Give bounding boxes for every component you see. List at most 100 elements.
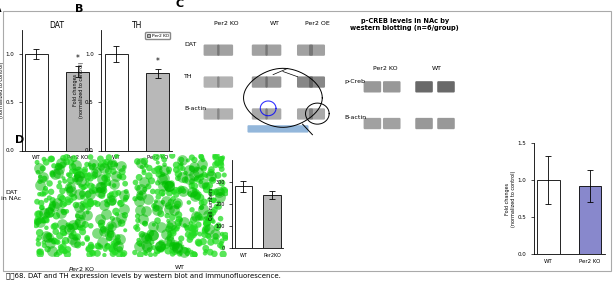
Point (188, 231, 197, 235)
Point (114, 174, 124, 178)
Point (50, 238, 60, 243)
Point (210, 231, 220, 236)
Point (220, 190, 230, 195)
Point (140, 250, 150, 255)
Point (77, 172, 87, 177)
Point (119, 165, 129, 169)
Point (155, 244, 165, 249)
Point (208, 198, 218, 203)
Point (51, 229, 61, 234)
Point (62, 155, 71, 160)
Point (69, 156, 79, 161)
Point (101, 199, 111, 203)
Point (161, 198, 171, 203)
Point (194, 192, 204, 197)
Point (107, 197, 117, 202)
Point (111, 174, 121, 179)
Point (157, 190, 167, 195)
Point (200, 251, 210, 256)
Point (134, 198, 144, 203)
Point (32, 160, 42, 165)
Point (145, 166, 154, 170)
Point (175, 240, 185, 245)
Point (213, 160, 223, 165)
Point (94, 188, 104, 193)
Point (103, 169, 113, 173)
Point (66, 224, 76, 229)
Point (200, 227, 210, 232)
Y-axis label: Fold changes
(normalized to control): Fold changes (normalized to control) (506, 170, 516, 227)
Text: Per2 OE: Per2 OE (304, 21, 330, 26)
Point (79, 169, 89, 174)
Point (216, 161, 226, 166)
Point (47, 171, 57, 175)
Point (172, 226, 182, 231)
Point (176, 162, 186, 167)
Point (133, 227, 143, 231)
Point (109, 249, 119, 254)
Point (57, 222, 66, 227)
Point (109, 243, 119, 248)
Point (211, 238, 221, 243)
Point (189, 157, 199, 162)
Point (184, 177, 194, 182)
Point (46, 208, 56, 213)
Point (157, 192, 167, 197)
Point (74, 213, 84, 218)
Point (193, 216, 203, 220)
Point (208, 219, 218, 224)
Point (73, 173, 82, 178)
Point (188, 232, 198, 237)
Point (70, 169, 80, 174)
Point (100, 176, 109, 181)
Point (108, 216, 117, 221)
Point (42, 247, 52, 252)
Point (177, 162, 186, 166)
Point (113, 234, 122, 239)
Point (60, 231, 69, 236)
Point (35, 219, 45, 223)
Point (92, 202, 102, 206)
Point (196, 215, 205, 219)
Point (203, 219, 213, 224)
Point (67, 193, 77, 198)
Point (155, 165, 165, 170)
Point (211, 162, 221, 167)
Text: TH: TH (184, 74, 193, 79)
Bar (579, 186, 601, 254)
Point (121, 189, 131, 194)
Point (168, 231, 178, 235)
Point (133, 185, 143, 190)
Point (180, 248, 190, 253)
Point (83, 247, 93, 252)
Point (167, 181, 177, 186)
Point (85, 162, 95, 167)
Point (35, 174, 45, 179)
Point (164, 238, 174, 243)
Point (186, 250, 196, 254)
Point (101, 160, 111, 164)
Point (139, 235, 149, 240)
Point (210, 208, 220, 213)
Bar (537, 180, 560, 254)
Point (164, 188, 173, 192)
Point (58, 176, 68, 181)
Point (206, 189, 216, 194)
Point (74, 173, 84, 178)
FancyBboxPatch shape (363, 118, 381, 129)
Point (41, 189, 50, 194)
Point (95, 157, 105, 161)
Point (196, 205, 206, 210)
Point (74, 205, 84, 209)
Point (153, 189, 162, 194)
Point (109, 182, 119, 186)
Point (204, 226, 213, 231)
Point (100, 247, 110, 252)
Point (117, 221, 127, 225)
Point (54, 184, 64, 189)
Point (146, 231, 156, 236)
Point (153, 181, 162, 185)
Point (49, 163, 59, 168)
Point (37, 192, 47, 197)
Text: B-actin: B-actin (184, 106, 207, 111)
